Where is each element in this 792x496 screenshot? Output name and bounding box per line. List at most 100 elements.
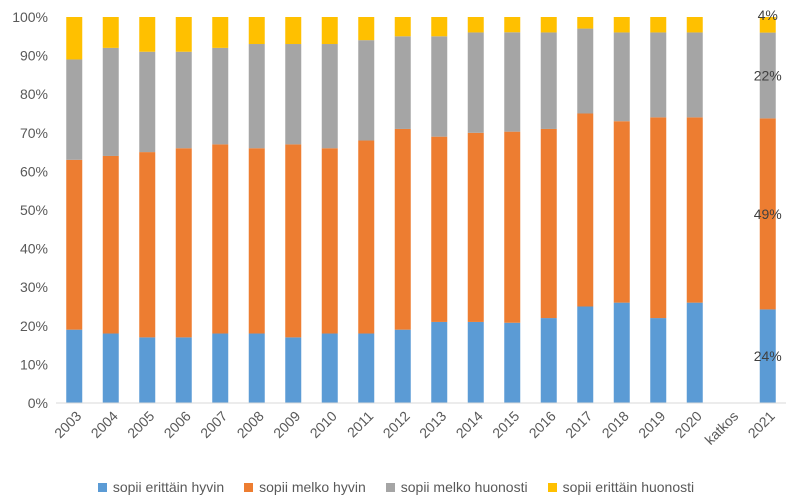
- bar-segment: [650, 117, 667, 319]
- bar-segment: [467, 17, 484, 33]
- x-tick-label: 2012: [380, 408, 413, 441]
- legend: sopii erittäin hyvin sopii melko hyvin sop…: [0, 478, 792, 496]
- bar-segment: [248, 17, 265, 45]
- x-tick-label: 2004: [88, 408, 121, 441]
- x-tick-label: katkos: [701, 408, 741, 448]
- legend-item: sopii melko hyvin: [244, 478, 366, 496]
- legend-item: sopii erittäin hyvin: [97, 478, 225, 496]
- bar-segment: [175, 17, 192, 52]
- bar-segment: [212, 47, 229, 145]
- bar-segment: [431, 136, 448, 322]
- x-tick-label: 2019: [635, 408, 668, 441]
- bar-segment: [759, 118, 776, 310]
- data-label: 24%: [754, 348, 782, 364]
- bar-segment: [613, 302, 630, 403]
- bar-segment: [504, 32, 521, 132]
- bars: [66, 17, 776, 403]
- bar-segment: [467, 132, 484, 322]
- bar-segment: [212, 144, 229, 334]
- bar-segment: [102, 155, 119, 334]
- x-tick-label: 2018: [599, 408, 632, 441]
- bar-segment: [66, 59, 83, 160]
- x-tick-label: 2016: [526, 408, 559, 441]
- bar-segment: [248, 44, 265, 149]
- bar-segment: [577, 17, 594, 29]
- y-tick-label: 20%: [20, 318, 48, 334]
- bar-segment: [686, 32, 703, 118]
- legend-swatch: [244, 482, 254, 492]
- bar-segment: [139, 17, 156, 52]
- legend-swatch: [385, 482, 395, 492]
- bar-segment: [650, 17, 667, 33]
- bar-segment: [686, 302, 703, 403]
- bar-segment: [577, 113, 594, 307]
- bar-segment: [358, 140, 375, 334]
- x-tick-label: 2005: [124, 408, 157, 441]
- bar-segment: [650, 32, 667, 118]
- y-tick-label: 60%: [20, 163, 48, 179]
- bar-segment: [66, 17, 83, 60]
- x-tick-label: 2007: [197, 408, 230, 441]
- y-tick-label: 50%: [20, 202, 48, 218]
- y-tick-label: 100%: [12, 9, 48, 25]
- bar-segment: [394, 36, 411, 129]
- x-tick-label: 2010: [307, 408, 340, 441]
- y-tick-label: 70%: [20, 125, 48, 141]
- bar-segment: [577, 28, 594, 114]
- bar-segment: [467, 321, 484, 403]
- legend-label: sopii erittäin hyvin: [112, 479, 225, 495]
- y-tick-label: 40%: [20, 241, 48, 257]
- y-tick-label: 10%: [20, 356, 48, 372]
- bar-segment: [139, 51, 156, 153]
- bar-segment: [321, 17, 338, 45]
- bar-segment: [66, 159, 83, 330]
- data-label: 49%: [754, 206, 782, 222]
- y-tick-label: 30%: [20, 279, 48, 295]
- x-tick-label: 2013: [416, 408, 449, 441]
- bar-segment: [759, 17, 776, 33]
- bar-segment: [394, 128, 411, 330]
- bar-segment: [102, 333, 119, 403]
- bar-segment: [321, 44, 338, 149]
- x-tick-label: 2009: [270, 408, 303, 441]
- bar-segment: [540, 318, 557, 403]
- bar-segment: [394, 17, 411, 37]
- x-tick-label: 2006: [161, 408, 194, 441]
- bar-segment: [248, 333, 265, 403]
- bar-segment: [650, 318, 667, 403]
- legend-label: sopii melko hyvin: [259, 479, 366, 495]
- stacked-bar-chart: 0% 10% 20% 30% 40% 50% 60% 70% 80% 90% 100% 24% 49%…: [12, 7, 786, 448]
- bar-segment: [431, 36, 448, 137]
- bar-segment: [175, 51, 192, 149]
- bar-segment: [285, 337, 302, 403]
- x-tick-label: 2003: [51, 408, 84, 441]
- bar-segment: [248, 148, 265, 334]
- bar-segment: [321, 148, 338, 334]
- y-tick-label: 80%: [20, 86, 48, 102]
- y-tick-label: 90%: [20, 48, 48, 64]
- bar-segment: [139, 337, 156, 403]
- bar-segment: [467, 32, 484, 133]
- bar-segment: [540, 32, 557, 129]
- x-tick-label: 2008: [234, 408, 267, 441]
- bar-segment: [504, 322, 521, 403]
- legend-item: sopii melko huonosti: [385, 478, 528, 496]
- legend-swatch: [547, 482, 557, 492]
- bar-segment: [686, 17, 703, 33]
- bar-segment: [540, 128, 557, 319]
- x-axis: 2003 2004 2005 2006 2007 2008 2009 2010 2011 2012…: [51, 408, 778, 448]
- x-tick-label: 2021: [745, 408, 778, 441]
- bar-segment: [577, 306, 594, 403]
- bar-segment: [285, 17, 302, 45]
- data-label: 22%: [754, 67, 782, 83]
- bar-segment: [613, 121, 630, 303]
- bar-segment: [613, 17, 630, 33]
- legend-label: sopii erittäin huonosti: [562, 479, 695, 495]
- data-label: 4%: [758, 7, 778, 23]
- x-tick-label: 2017: [562, 408, 595, 441]
- bar-segment: [358, 333, 375, 403]
- x-tick-label: 2011: [344, 408, 377, 441]
- bar-segment: [66, 329, 83, 403]
- bar-segment: [540, 17, 557, 33]
- bar-segment: [285, 144, 302, 338]
